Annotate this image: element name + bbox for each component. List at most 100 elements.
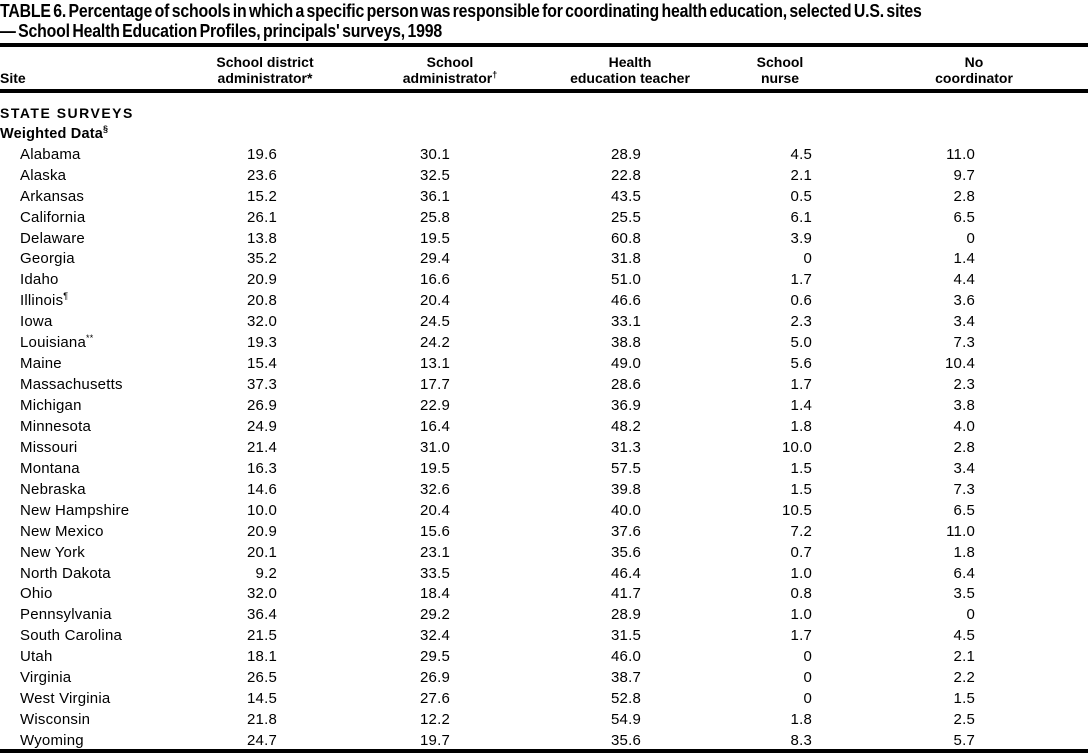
table-row: Arkansas 15.2 36.1 43.5 0.5 2.8 (0, 184, 1088, 205)
value-cell: 1.7 (790, 376, 812, 394)
table-row: Virginia 26.5 26.9 38.7 0 2.2 (0, 665, 1088, 686)
value-cell: 1.0 (790, 564, 812, 582)
value-cell: 24.2 (420, 334, 450, 352)
value-cell: 28.6 (611, 376, 641, 394)
value-cell: 15.6 (420, 522, 450, 540)
value-cell: 38.8 (611, 334, 641, 352)
site-name: Illinois (20, 292, 64, 310)
value-cell: 35.6 (611, 732, 641, 749)
value-cell: 37.3 (247, 376, 277, 394)
table-row: Ohio 32.0 18.4 41.7 0.8 3.5 (0, 582, 1088, 603)
value-cell: 39.8 (611, 480, 641, 498)
value-cell: 12.2 (420, 711, 450, 729)
section-header: STATE SURVEYS (0, 104, 134, 121)
table-header-row: Site School district administrator* Scho… (0, 47, 1088, 89)
site-name: Iowa (20, 313, 53, 331)
table-row: Minnesota 24.9 16.4 48.2 1.8 4.0 (0, 414, 1088, 435)
value-cell: 30.1 (420, 145, 450, 163)
value-cell: 10.5 (782, 501, 812, 519)
value-cell: 20.9 (247, 271, 277, 289)
table-row: Illinois¶ 20.8 20.4 46.6 0.6 3.6 (0, 288, 1088, 310)
value-cell: 48.2 (611, 417, 641, 435)
value-cell: 10.4 (945, 355, 975, 373)
value-cell: 1.8 (790, 417, 812, 435)
value-cell: 33.5 (420, 564, 450, 582)
value-cell: 19.3 (247, 334, 277, 352)
value-cell: 31.3 (611, 438, 641, 456)
value-cell: 22.8 (611, 166, 641, 184)
value-cell: 46.4 (611, 564, 641, 582)
value-cell: 35.2 (247, 250, 277, 268)
value-cell: 4.4 (953, 271, 975, 289)
value-cell: 46.6 (611, 292, 641, 310)
value-cell: 0 (803, 250, 812, 268)
value-cell: 0.8 (790, 585, 812, 603)
table-row: Maine 15.4 13.1 49.0 5.6 10.4 (0, 351, 1088, 372)
value-cell: 0 (803, 690, 812, 708)
value-cell: 19.7 (420, 732, 450, 749)
value-cell: 26.9 (420, 669, 450, 687)
value-cell: 0 (966, 606, 975, 624)
value-cell: 1.7 (790, 271, 812, 289)
table-title-line1: TABLE 6. Percentage of schools in which … (0, 1, 922, 21)
value-cell: 19.5 (420, 229, 450, 247)
value-cell: 54.9 (611, 711, 641, 729)
table-body: STATE SURVEYS Weighted Data§ Alabama 19.… (0, 93, 1088, 749)
column-header-school-nurse: School nurse (756, 53, 804, 86)
site-name: Wisconsin (20, 711, 91, 729)
site-name: Ohio (20, 585, 53, 603)
value-cell: 4.5 (953, 627, 975, 645)
table-row: Georgia 35.2 29.4 31.8 0 1.4 (0, 247, 1088, 268)
value-cell: 0.7 (790, 543, 812, 561)
value-cell: 38.7 (611, 669, 641, 687)
site-name: Idaho (20, 271, 59, 289)
value-cell: 19.5 (420, 459, 450, 477)
table-row: Wyoming 24.7 19.7 35.6 8.3 5.7 (0, 728, 1088, 749)
column-header-school-administrator: School administrator† (402, 53, 498, 86)
value-cell: 0.5 (790, 187, 812, 205)
table-row: Montana 16.3 19.5 57.5 1.5 3.4 (0, 456, 1088, 477)
value-cell: 26.5 (247, 669, 277, 687)
value-cell: 0 (966, 229, 975, 247)
value-cell: 2.3 (953, 376, 975, 394)
value-cell: 2.1 (790, 166, 812, 184)
value-cell: 40.0 (611, 501, 641, 519)
site-name: Utah (20, 648, 53, 666)
value-cell: 23.6 (247, 166, 277, 184)
value-cell: 7.3 (953, 480, 975, 498)
site-name: South Carolina (20, 627, 123, 645)
site-name: Michigan (20, 397, 82, 414)
value-cell: 24.9 (247, 417, 277, 435)
value-cell: 19.6 (247, 145, 277, 163)
table-title-line2: — School Health Education Profiles, prin… (0, 21, 442, 41)
value-cell: 36.4 (247, 606, 277, 624)
value-cell: 1.7 (790, 627, 812, 645)
value-cell: 24.7 (247, 732, 277, 749)
horizontal-rule-header (0, 88, 1088, 93)
value-cell: 1.4 (790, 397, 812, 414)
value-cell: 0 (803, 669, 812, 687)
value-cell: 25.5 (611, 208, 641, 226)
value-cell: 9.2 (255, 564, 277, 582)
value-cell: 7.2 (790, 522, 812, 540)
site-name: Wyoming (20, 732, 84, 749)
value-cell: 32.4 (420, 627, 450, 645)
site-name: Missouri (20, 438, 78, 456)
value-cell: 25.8 (420, 208, 450, 226)
value-cell: 60.8 (611, 229, 641, 247)
site-name: Nebraska (20, 480, 86, 498)
value-cell: 2.1 (953, 648, 975, 666)
value-cell: 2.3 (790, 313, 812, 331)
value-cell: 3.4 (953, 459, 975, 477)
value-cell: 21.5 (247, 627, 277, 645)
horizontal-rule-bottom (0, 749, 1088, 753)
value-cell: 5.7 (953, 732, 975, 749)
horizontal-rule-top (0, 42, 1088, 47)
value-cell: 29.5 (420, 648, 450, 666)
site-name: New Hampshire (20, 501, 130, 519)
table-row: Alabama 19.6 30.1 28.9 4.5 11.0 (0, 142, 1088, 163)
value-cell: 31.0 (420, 438, 450, 456)
table-row: New York 20.1 23.1 35.6 0.7 1.8 (0, 540, 1088, 561)
site-name: Alabama (20, 145, 81, 163)
value-cell: 26.1 (247, 208, 277, 226)
